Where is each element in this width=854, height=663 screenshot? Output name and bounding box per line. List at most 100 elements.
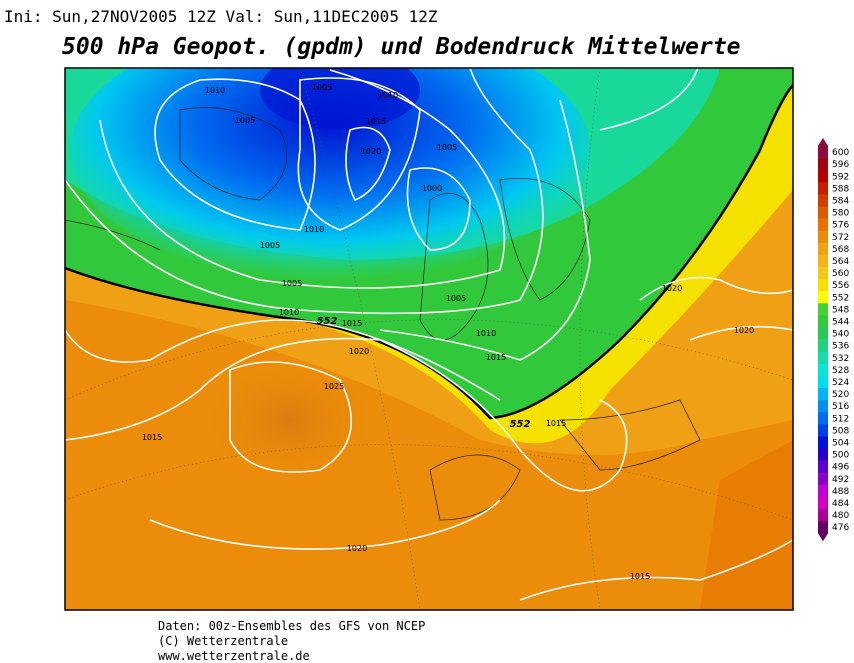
legend-swatch (818, 363, 828, 377)
map-frame (64, 67, 794, 611)
isobar-label: 1020 (347, 544, 367, 553)
legend-swatch (818, 472, 828, 486)
legend-swatch (818, 158, 828, 171)
legend-label: 524 (832, 378, 849, 388)
legend-label: 556 (832, 281, 849, 291)
legend-label: 592 (832, 172, 849, 182)
isobar-label: 1000 (422, 184, 442, 193)
legend-swatch (818, 436, 828, 449)
footer-line: (C) Wetterzentrale (158, 634, 288, 648)
isobar-label: 1020 (734, 326, 754, 335)
legend-swatch (818, 146, 828, 159)
legend-swatch (818, 194, 828, 207)
isobar-label: 1020 (662, 284, 682, 293)
isobar-label: 1010 (304, 225, 324, 234)
legend-swatch (818, 484, 828, 498)
legend-label: 480 (832, 511, 849, 521)
legend-swatch (818, 218, 828, 231)
legend-label: 492 (832, 475, 849, 485)
legend-label: 552 (832, 293, 849, 303)
color-legend: 600 596 592 588 584 580 576 572 568 564 560 556 552 5… (818, 138, 849, 542)
footer-line: Daten: 00z-Ensembles des GFS von NCEP (158, 619, 425, 633)
isobar-label: 1015 (366, 117, 386, 126)
isobar-label: 1005 (312, 83, 332, 92)
legend-label: 576 (832, 221, 849, 231)
legend-swatch (818, 182, 828, 195)
isobar-label: 1005 (282, 279, 302, 288)
isobar-label: 1015 (630, 572, 650, 581)
legend-label: 500 (832, 451, 849, 461)
legend-swatch (818, 509, 828, 522)
legend-label: 544 (832, 317, 849, 327)
legend-label: 600 (832, 148, 849, 158)
legend-label: 496 (832, 463, 849, 473)
legend-swatch (818, 351, 828, 365)
legend-swatch (818, 521, 828, 534)
legend-label: 532 (832, 354, 849, 364)
legend-swatch (818, 388, 828, 401)
legend-label: 548 (832, 305, 849, 315)
legend-cap (818, 533, 828, 542)
legend-swatch (818, 496, 828, 510)
isobar-label: 1005 (437, 143, 457, 152)
isobar-label: 1015 (546, 419, 566, 428)
legend-label: 476 (832, 523, 849, 533)
footer-line: www.wetterzentrale.de (158, 649, 310, 663)
isobar-label: 1020 (349, 347, 369, 356)
legend-swatch (818, 424, 828, 437)
legend-swatch (818, 303, 828, 316)
isobar-label: 1005 (260, 241, 280, 250)
isobar-label: 1025 (324, 382, 344, 391)
legend-swatch (818, 267, 828, 280)
height-label: 552 (317, 316, 338, 327)
map: 1010 1005 1010 1005 1015 1020 1005 1000 1010 1005… (65, 68, 793, 610)
legend-swatch (818, 291, 828, 304)
map-title: 500 hPa Geopot. (gpdm) und Bodendruck Mi… (62, 34, 741, 60)
legend-cap (818, 138, 828, 146)
legend-label: 560 (832, 269, 849, 279)
legend-label: 584 (832, 196, 849, 206)
isobar-label: 1010 (476, 329, 496, 338)
legend-label: 508 (832, 426, 849, 436)
legend-label: 536 (832, 342, 849, 352)
isobar-label: 1010 (378, 91, 398, 100)
legend-swatch (818, 460, 828, 473)
legend-label: 588 (832, 184, 849, 194)
isobar-label: 1015 (142, 433, 162, 442)
isobar-label: 1005 (446, 294, 466, 303)
legend-swatch (818, 375, 828, 389)
legend-swatch (818, 327, 828, 340)
isobar-label: 1015 (342, 319, 362, 328)
isobar-label: 1010 (205, 86, 225, 95)
legend-swatch (818, 448, 828, 461)
legend-label: 520 (832, 390, 849, 400)
legend-swatch (818, 339, 828, 352)
legend-label: 528 (832, 366, 849, 376)
legend-label: 540 (832, 330, 849, 340)
legend-swatch (818, 170, 828, 183)
isobar-label: 1005 (235, 116, 255, 125)
legend-label: 516 (832, 402, 849, 412)
legend-label: 580 (832, 209, 849, 219)
legend-label: 572 (832, 233, 849, 243)
height-label: 552 (510, 419, 531, 430)
legend-swatch (818, 230, 828, 244)
isobar-label: 1015 (486, 353, 506, 362)
legend-label: 596 (832, 160, 849, 170)
legend-label: 564 (832, 257, 849, 267)
legend-swatch (818, 400, 828, 413)
legend-swatch (818, 412, 828, 425)
legend-swatch (818, 254, 828, 268)
legend-swatch (818, 242, 828, 256)
legend-label: 488 (832, 487, 849, 497)
legend-label: 512 (832, 414, 849, 424)
legend-label: 568 (832, 245, 849, 255)
isobar-label: 1020 (361, 147, 381, 156)
isobar-label: 1010 (279, 308, 299, 317)
legend-swatch (818, 279, 828, 292)
run-info: Ini: Sun,27NOV2005 12Z Val: Sun,11DEC200… (4, 7, 438, 26)
legend-label: 504 (832, 438, 849, 448)
legend-swatch (818, 315, 828, 328)
legend-swatch (818, 206, 828, 219)
